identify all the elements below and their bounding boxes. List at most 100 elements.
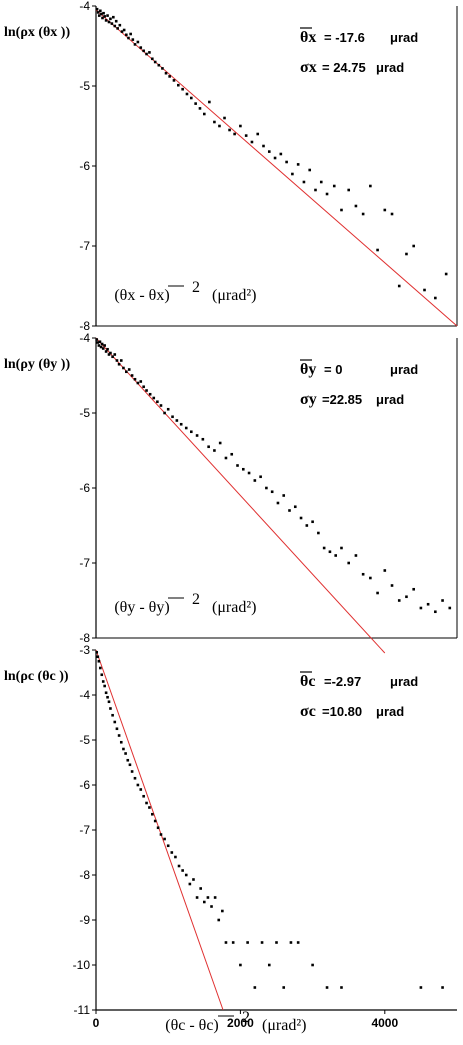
data-point-x-31 (153, 60, 157, 64)
data-point-y-50 (270, 490, 274, 494)
data-point-x-13 (112, 15, 115, 19)
data-point-x-19 (122, 28, 126, 32)
y-tick-label-c-8: -11 (74, 1003, 91, 1017)
data-point-y-59 (322, 546, 326, 550)
data-point-c-15 (119, 740, 123, 744)
data-point-x-10 (107, 20, 111, 24)
data-point-x-69 (354, 204, 358, 208)
x-tick-label-c-1: 2000 (227, 1016, 254, 1030)
data-point-c-53 (260, 941, 264, 944)
data-point-y-29 (159, 404, 163, 407)
data-point-x-40 (190, 96, 193, 100)
data-point-y-36 (190, 430, 193, 434)
data-point-x-53 (256, 132, 260, 136)
data-point-y-23 (139, 380, 143, 383)
y-tick-label-c-6: -9 (79, 913, 90, 927)
data-point-x-8 (104, 19, 108, 22)
data-point-c-18 (126, 758, 130, 762)
data-point-c-3 (99, 666, 102, 670)
sigma-unit-x: μrad (376, 60, 404, 75)
data-point-x-45 (213, 120, 216, 124)
data-point-y-1 (96, 341, 100, 344)
data-point-y-68 (383, 569, 387, 572)
data-point-y-15 (117, 362, 121, 366)
mean-unit-c: μrad (390, 674, 418, 689)
mean-unit-x: μrad (390, 30, 418, 45)
data-point-c-36 (181, 869, 184, 872)
x-axis-label-x: (θx - θx) (114, 287, 169, 304)
data-point-x-4 (100, 12, 103, 16)
data-point-c-50 (239, 963, 242, 967)
data-point-x-75 (397, 284, 401, 288)
data-point-y-35 (184, 426, 188, 430)
y-tick-label-c-2: -5 (79, 733, 90, 747)
data-point-y-4 (99, 345, 103, 349)
fit-line-c (95, 649, 224, 1011)
data-point-y-3 (98, 340, 102, 344)
data-point-c-40 (195, 896, 199, 899)
data-point-x-67 (340, 208, 343, 212)
data-point-x-66 (332, 184, 336, 188)
data-point-x-77 (412, 244, 415, 248)
data-point-y-61 (334, 554, 338, 557)
data-point-y-14 (115, 359, 119, 362)
y-tick-label-y-0: -4 (79, 331, 90, 345)
data-point-y-48 (259, 475, 262, 479)
data-point-x-27 (142, 49, 145, 53)
mean-value-x: = -17.6 (324, 30, 365, 45)
data-point-c-30 (159, 833, 163, 836)
data-point-y-62 (340, 546, 343, 550)
y-tick-label-x-2: -6 (79, 159, 90, 173)
mean-label-y: θy (300, 361, 316, 378)
data-point-y-72 (412, 587, 415, 591)
data-point-x-26 (139, 46, 143, 49)
data-point-x-15 (114, 19, 118, 23)
y-tick-label-x-1: -5 (79, 79, 90, 93)
data-point-y-27 (152, 396, 156, 400)
data-point-x-59 (291, 172, 294, 176)
data-point-y-51 (276, 501, 280, 505)
data-point-x-68 (347, 188, 350, 192)
data-point-x-25 (136, 40, 140, 44)
data-point-x-62 (308, 168, 312, 172)
data-point-x-34 (164, 71, 168, 75)
data-point-c-17 (124, 752, 127, 755)
data-point-x-71 (369, 184, 372, 188)
data-point-c-29 (156, 826, 160, 830)
data-point-y-33 (175, 419, 179, 422)
data-point-c-54 (267, 963, 271, 967)
data-point-x-63 (314, 188, 317, 192)
data-point-x-78 (423, 288, 426, 292)
data-point-x-49 (233, 132, 236, 136)
data-point-c-41 (199, 887, 202, 890)
data-point-y-41 (218, 441, 222, 445)
mean-unit-y: μrad (390, 362, 418, 377)
data-point-c-62 (419, 986, 423, 989)
data-point-x-29 (148, 51, 151, 54)
data-point-y-45 (241, 467, 245, 471)
data-point-y-38 (201, 437, 205, 441)
data-point-x-1 (96, 11, 100, 14)
data-point-c-19 (128, 763, 132, 767)
data-point-y-18 (125, 370, 128, 374)
data-point-c-7 (104, 691, 108, 695)
data-point-x-7 (103, 15, 106, 18)
data-point-x-20 (125, 33, 128, 37)
data-point-x-22 (129, 32, 132, 36)
data-point-x-36 (172, 79, 176, 82)
data-point-c-4 (100, 673, 104, 677)
data-point-c-52 (253, 986, 257, 989)
data-point-y-39 (207, 445, 210, 449)
sigma-unit-y: μrad (376, 392, 404, 407)
data-point-y-22 (136, 381, 140, 385)
data-point-x-43 (203, 112, 206, 116)
data-point-y-10 (107, 353, 111, 356)
data-point-x-42 (198, 107, 202, 110)
data-point-c-1 (96, 655, 100, 659)
data-point-x-37 (177, 83, 180, 87)
data-point-y-55 (299, 516, 303, 520)
data-point-y-25 (145, 389, 148, 392)
data-point-c-12 (113, 720, 117, 724)
data-point-y-21 (133, 377, 137, 381)
